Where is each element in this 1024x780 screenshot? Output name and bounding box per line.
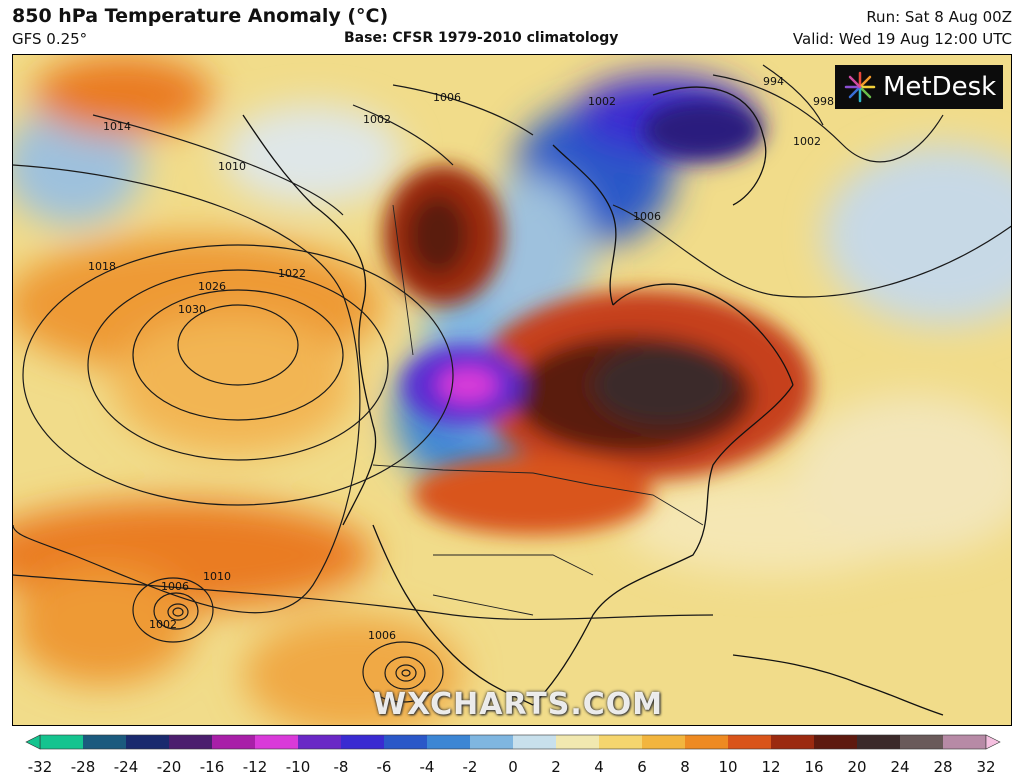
isobar-1026 [132,289,344,421]
isobar-1002-east [612,204,1011,298]
isobar-label: 1002 [588,95,616,108]
colorbar-cell [857,735,901,749]
isobar-label: 1002 [149,618,177,631]
colorbar [25,734,1001,750]
metdesk-logo: MetDesk [835,65,1003,109]
isobars [13,64,1011,703]
metdesk-logo-text: MetDesk [883,72,997,102]
colorbar-cell [341,735,385,749]
colorbar-max-arrow [985,734,1001,750]
run-time: Run: Sat 8 Aug 00Z [866,8,1012,26]
colorbar-tick-label: -12 [242,758,268,776]
base-climatology: Base: CFSR 1979-2010 climatology [344,30,619,46]
map-canvas: 1014 1018 1026 1022 1030 1010 1006 1002 … [13,55,1011,725]
colorbar-cell [83,735,127,749]
colorbar-tick-label: 2 [551,758,561,776]
coastlines [242,86,944,716]
colorbar-tick-label: 12 [761,758,781,776]
isobar-label: 998 [813,95,834,108]
colorbar-tick-label: 16 [804,758,824,776]
colorbar-cell [126,735,170,749]
colorbar-tick-label: 6 [637,758,647,776]
colorbar-cell [728,735,772,749]
colorbar-cell [169,735,213,749]
isobar-label: 1010 [203,570,231,583]
colorbar-tick-label: -28 [70,758,96,776]
isobar-998 [712,74,944,163]
colorbar-tick-label: 4 [594,758,604,776]
isobar-1010-north [92,114,344,216]
colorbar-tick-label: -6 [376,758,392,776]
colorbar-tick-label: 24 [890,758,910,776]
colorbar-tick-label: -32 [27,758,53,776]
colorbar-cell [212,735,256,749]
isobar-label: 1030 [178,303,206,316]
colorbar-cell [900,735,944,749]
colorbar-tick-label: 20 [847,758,867,776]
colorbar-cell [255,735,299,749]
isobar-1002 [352,104,454,166]
isobar-1030 [177,304,299,386]
valid-time: Valid: Wed 19 Aug 12:00 UTC [792,30,1012,48]
colorbar-tick-label: -8 [333,758,349,776]
colorbar-tick-label: 32 [976,758,996,776]
colorbar-cell [556,735,600,749]
colorbar-cell [599,735,643,749]
isobar-label: 1018 [88,260,116,273]
colorbar-tick-label: -24 [113,758,139,776]
isobar-label: 1022 [278,267,306,280]
colorbar-min-arrow [25,734,41,750]
isobar-label: 1010 [218,160,246,173]
isobar-1006-low [132,577,214,643]
colorbar-tick-label: 10 [718,758,738,776]
isobar-label: 1014 [103,120,131,133]
anomaly-extremes [383,100,813,535]
colorbar-tick-label: -10 [285,758,311,776]
isobar-994 [762,64,824,126]
colorbar-tick-label: 28 [933,758,953,776]
colorbar-cell [943,735,987,749]
colorbar-cell [427,735,471,749]
model-name: GFS 0.25° [12,30,88,48]
colorbar-cell [470,735,514,749]
isobar-label: 994 [763,75,784,88]
isobar-1014 [13,164,361,614]
political-borders [372,204,704,616]
colorbar-tick-label: 0 [508,758,518,776]
colorbar-tick-label: -2 [462,758,478,776]
isobar-1002-low [153,592,199,630]
isobar-1006 [392,84,534,136]
colorbar-cell [40,735,84,749]
isobar-label: 1026 [198,280,226,293]
isobar-1018 [22,244,454,506]
isobar-label: 1002 [793,135,821,148]
isobar-1010 [13,574,714,621]
colorbar-cell [771,735,815,749]
isobar-label: 1006 [633,210,661,223]
wxcharts-watermark: WXCHARTS.COM [373,687,664,722]
isobar-label: 1006 [433,91,461,104]
isobar-label: 1006 [368,629,396,642]
colorbar-tick-label: -16 [199,758,225,776]
metdesk-burst-icon [844,71,876,103]
isobar-1022 [87,269,389,461]
isobar-label: 1002 [363,113,391,126]
chart-title: 850 hPa Temperature Anomaly (°C) [12,5,389,27]
colorbar-tick-label: -4 [419,758,435,776]
isobar-label: 1006 [161,580,189,593]
isobar-labels: 1014 1018 1026 1022 1030 1010 1006 1002 … [88,75,834,642]
colorbar-cell [642,735,686,749]
colorbar-cell [814,735,858,749]
anomaly-map: 1014 1018 1026 1022 1030 1010 1006 1002 … [12,54,1012,726]
colorbar-tick-label: 8 [680,758,690,776]
colorbar-cell [298,735,342,749]
colorbar-tick-label: -20 [156,758,182,776]
isobar-1006-hurricane [362,641,444,703]
colorbar-cell [384,735,428,749]
colorbar-cell [513,735,557,749]
colorbar-cell [685,735,729,749]
